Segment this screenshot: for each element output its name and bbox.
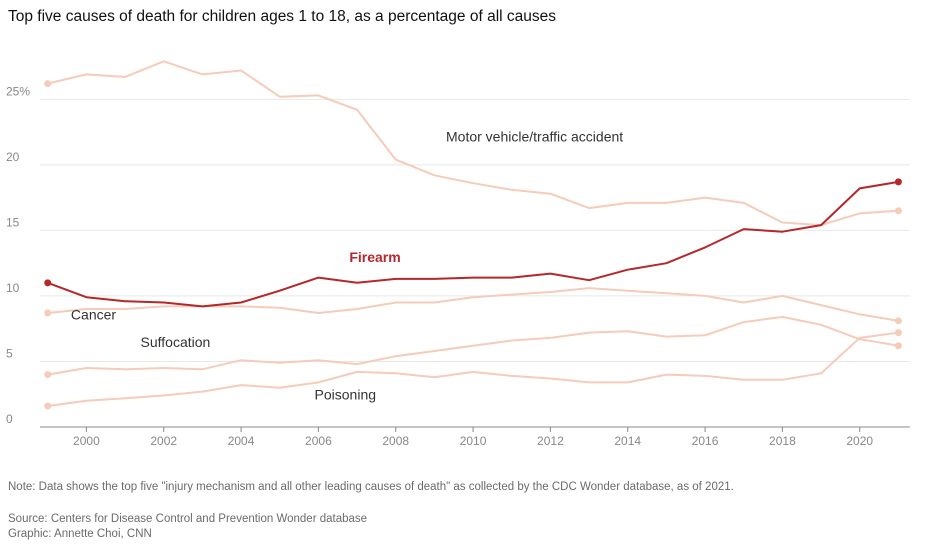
x-tick-label: 2016 <box>692 434 719 448</box>
x-tick-label: 2018 <box>769 434 796 448</box>
y-tick-label: 5 <box>6 346 13 360</box>
x-tick-label: 2008 <box>382 434 409 448</box>
series-start-point-firearm <box>44 279 52 287</box>
chart-source: Source: Centers for Disease Control and … <box>8 512 367 542</box>
series-end-point-suffocation <box>894 342 902 350</box>
x-tick-label: 2012 <box>537 434 564 448</box>
x-tick-label: 2010 <box>460 434 487 448</box>
series-start-point-motor-vehicle-traffic-accident <box>44 80 52 88</box>
series-line-firearm <box>47 180 899 308</box>
series-label-cancer: Cancer <box>71 307 116 323</box>
y-tick-label: 20 <box>6 150 20 164</box>
chart-title: Top five causes of death for children ag… <box>8 8 557 25</box>
x-tick-label: 2000 <box>73 434 100 448</box>
x-tick-label: 2006 <box>305 434 332 448</box>
series-line-motor-vehicle-traffic-accident <box>47 60 899 227</box>
chart-note: Note: Data shows the top five "injury me… <box>8 481 734 493</box>
series-start-point-poisoning <box>44 402 52 410</box>
series-start-point-suffocation <box>44 371 52 379</box>
series-line-poisoning <box>47 331 899 407</box>
y-tick-label: 0 <box>6 412 13 426</box>
series-line-cancer <box>47 287 899 322</box>
series-label-motor-vehicle-traffic-accident: Motor vehicle/traffic accident <box>446 128 623 144</box>
y-tick-label: 25% <box>6 84 30 98</box>
series-label-suffocation: Suffocation <box>141 334 211 350</box>
series-end-point-firearm <box>894 178 902 186</box>
x-tick-label: 2020 <box>846 434 873 448</box>
x-tick-label: 2014 <box>614 434 641 448</box>
x-tick-label: 2002 <box>150 434 177 448</box>
source-line: Source: Centers for Disease Control and … <box>8 513 368 525</box>
series-end-point-motor-vehicle-traffic-accident <box>894 207 902 215</box>
series-label-poisoning: Poisoning <box>315 386 377 402</box>
line-chart: 0 5 10 15 20 25% 2000 2002 2004 2006 2008 2010 2012 2… <box>6 60 910 448</box>
series-label-firearm: Firearm <box>349 249 400 265</box>
y-tick-label: 15 <box>6 215 20 229</box>
x-tick-label: 2004 <box>228 434 255 448</box>
graphic-credit: Graphic: Annette Choi, CNN <box>8 528 152 540</box>
y-tick-label: 10 <box>6 281 20 295</box>
series-end-point-poisoning <box>894 329 902 337</box>
series-line-suffocation <box>47 315 899 376</box>
series-end-point-cancer <box>894 317 902 325</box>
series-start-point-cancer <box>44 309 52 317</box>
